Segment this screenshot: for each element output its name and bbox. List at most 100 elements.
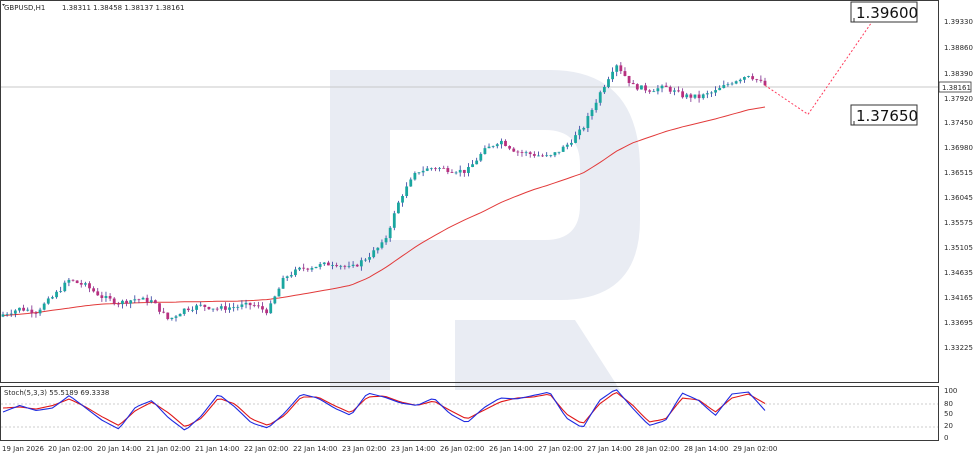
candle-body <box>318 264 322 267</box>
candle-body <box>34 313 38 314</box>
price-tick: 1.35575 <box>944 219 973 227</box>
candle-body <box>553 152 557 156</box>
candle-body <box>483 148 487 154</box>
candle-body <box>413 172 417 180</box>
time-tick: 22 Jan 14:00 <box>293 445 337 453</box>
candle-body <box>677 90 680 92</box>
candle-body <box>207 306 211 310</box>
candle-body <box>5 314 9 316</box>
candle-body <box>747 76 750 78</box>
candle-body <box>141 297 145 300</box>
candle-body <box>759 79 763 81</box>
candle-body <box>18 307 21 311</box>
time-tick: 27 Jan 14:00 <box>587 445 631 453</box>
candle-body <box>598 92 602 103</box>
time-tick: 21 Jan 02:00 <box>146 445 190 453</box>
candle-body <box>55 291 58 298</box>
candle-body <box>96 291 100 296</box>
candle-body <box>532 154 536 156</box>
price-tick: 1.36515 <box>944 169 973 177</box>
candle-body <box>121 300 124 305</box>
price-tick: 1.36980 <box>944 144 973 152</box>
stoch-level-label: 0 <box>944 434 948 442</box>
forecast-level-box <box>850 1 918 23</box>
price-tick: 1.34165 <box>944 294 973 302</box>
candle-body <box>359 260 363 267</box>
candle-body <box>1 314 5 317</box>
candle-body <box>273 296 277 304</box>
price-tick: 1.33695 <box>944 319 973 327</box>
candle-body <box>108 296 112 299</box>
candle-body <box>446 168 450 173</box>
candle-body <box>578 129 582 136</box>
candle-body <box>228 307 231 310</box>
candle-body <box>397 202 400 214</box>
candle-body <box>174 316 178 318</box>
candle-body <box>442 167 446 169</box>
candle-body <box>26 309 30 311</box>
candle-body <box>429 168 433 170</box>
price-tick: 1.38390 <box>944 70 973 78</box>
candle-body <box>71 279 75 281</box>
candle-body <box>232 307 236 309</box>
candle-body <box>714 90 717 93</box>
time-tick: 28 Jan 02:00 <box>635 445 679 453</box>
candle-body <box>116 303 120 305</box>
candle-body <box>372 250 376 258</box>
candle-body <box>755 79 759 81</box>
candle-body <box>75 280 79 284</box>
candle-body <box>565 144 569 147</box>
candle-body <box>100 295 104 298</box>
candle-body <box>726 84 730 86</box>
candle-body <box>211 308 215 310</box>
candle-body <box>145 297 149 303</box>
candle-body <box>252 305 256 306</box>
candle-body <box>730 83 734 85</box>
candle-body <box>672 90 676 92</box>
candle-body <box>607 79 610 87</box>
candle-body <box>154 300 157 304</box>
candle-body <box>355 264 359 267</box>
candle-body <box>561 146 565 152</box>
candle-body <box>269 303 273 314</box>
candle-body <box>59 291 63 292</box>
candle-body <box>582 128 586 130</box>
main-price-panel <box>0 0 939 383</box>
symbol-dropdown-icon[interactable] <box>2 4 5 6</box>
price-tick: 1.39330 <box>944 18 973 26</box>
candle-body <box>590 110 594 117</box>
candle-body <box>594 102 598 111</box>
candle-body <box>351 264 355 266</box>
candle-body <box>611 71 614 80</box>
time-tick: 20 Jan 02:00 <box>48 445 92 453</box>
candle-body <box>499 140 503 145</box>
price-tick: 1.37450 <box>944 119 973 127</box>
price-axis: 1.39330 1.38860 1.38390 1.37920 1.37450 … <box>944 18 973 352</box>
candle-body <box>697 94 701 99</box>
candle-body <box>166 312 170 320</box>
candle-body <box>46 298 50 304</box>
candle-body <box>743 77 746 80</box>
candle-body <box>326 262 330 266</box>
candle-body <box>660 85 664 89</box>
forecast-level-label: 1.37650 <box>856 107 918 125</box>
candle-body <box>450 172 454 173</box>
forecast-level-box <box>850 104 918 126</box>
candle-body <box>516 151 520 153</box>
candle-body <box>668 86 672 92</box>
candle-body <box>425 168 429 171</box>
candle-body <box>203 304 207 307</box>
chart-header-ohlc: 1.38311 1.38458 1.38137 1.38161 <box>62 4 184 12</box>
candle-body <box>63 282 67 292</box>
candle-body <box>524 152 528 154</box>
candle-body <box>471 164 474 168</box>
candle-body <box>314 266 318 269</box>
stoch-level-label: 50 <box>944 410 953 418</box>
candle-body <box>92 288 96 292</box>
candle-body <box>520 152 524 153</box>
candle-body <box>401 195 404 203</box>
candle-body <box>652 91 656 93</box>
candle-body <box>339 265 343 267</box>
time-tick: 29 Jan 02:00 <box>733 445 777 453</box>
candle-body <box>409 179 413 187</box>
